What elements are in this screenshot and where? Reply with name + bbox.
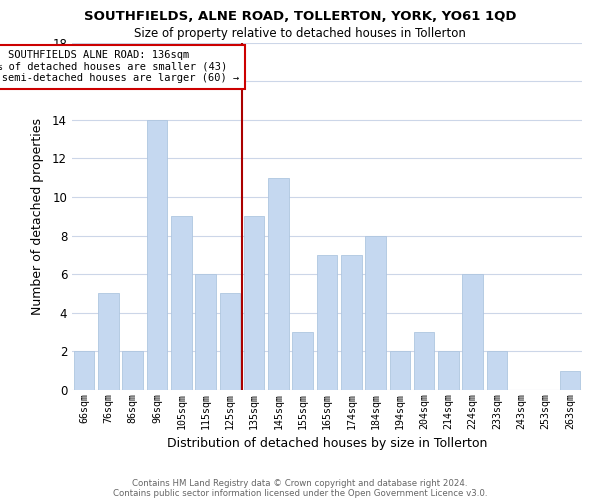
Bar: [220, 294, 240, 390]
Bar: [195, 274, 216, 390]
Bar: [438, 352, 459, 390]
Text: Size of property relative to detached houses in Tollerton: Size of property relative to detached ho…: [134, 28, 466, 40]
Text: SOUTHFIELDS, ALNE ROAD, TOLLERTON, YORK, YO61 1QD: SOUTHFIELDS, ALNE ROAD, TOLLERTON, YORK,…: [84, 10, 516, 23]
Bar: [122, 352, 143, 390]
Text: SOUTHFIELDS ALNE ROAD: 136sqm
← 42% of detached houses are smaller (43)
58% of s: SOUTHFIELDS ALNE ROAD: 136sqm ← 42% of d…: [0, 50, 239, 84]
Bar: [74, 352, 94, 390]
Bar: [414, 332, 434, 390]
Y-axis label: Number of detached properties: Number of detached properties: [31, 118, 44, 315]
Bar: [389, 352, 410, 390]
Bar: [487, 352, 508, 390]
Bar: [268, 178, 289, 390]
Bar: [292, 332, 313, 390]
Bar: [171, 216, 191, 390]
Text: Contains public sector information licensed under the Open Government Licence v3: Contains public sector information licen…: [113, 488, 487, 498]
Bar: [560, 370, 580, 390]
Text: Contains HM Land Registry data © Crown copyright and database right 2024.: Contains HM Land Registry data © Crown c…: [132, 478, 468, 488]
Bar: [463, 274, 483, 390]
Bar: [146, 120, 167, 390]
Bar: [341, 255, 362, 390]
X-axis label: Distribution of detached houses by size in Tollerton: Distribution of detached houses by size …: [167, 437, 487, 450]
Bar: [317, 255, 337, 390]
Bar: [365, 236, 386, 390]
Bar: [244, 216, 265, 390]
Bar: [98, 294, 119, 390]
